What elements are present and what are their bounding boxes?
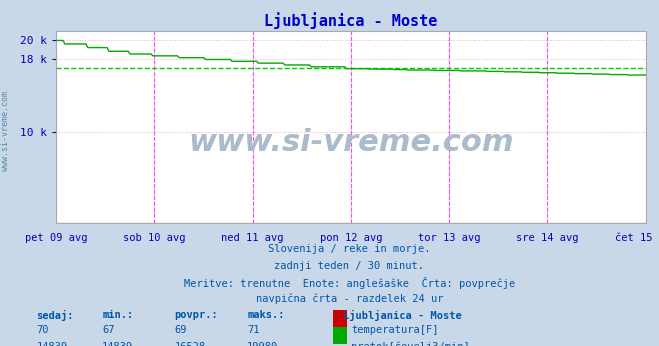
Text: 14839: 14839 (102, 342, 133, 346)
Text: www.si-vreme.com: www.si-vreme.com (1, 91, 10, 172)
Text: Ljubljanica - Moste: Ljubljanica - Moste (343, 310, 461, 321)
Text: 70: 70 (36, 325, 49, 335)
Text: navpična črta - razdelek 24 ur: navpična črta - razdelek 24 ur (256, 294, 443, 304)
Text: 71: 71 (247, 325, 260, 335)
Text: Meritve: trenutne  Enote: anglešaške  Črta: povprečje: Meritve: trenutne Enote: anglešaške Črta… (184, 277, 515, 289)
Text: Slovenija / reke in morje.: Slovenija / reke in morje. (268, 244, 430, 254)
Title: Ljubljanica - Moste: Ljubljanica - Moste (264, 12, 438, 29)
Text: maks.:: maks.: (247, 310, 285, 320)
Text: temperatura[F]: temperatura[F] (351, 325, 439, 335)
Text: min.:: min.: (102, 310, 133, 320)
Text: 67: 67 (102, 325, 115, 335)
Text: 19980: 19980 (247, 342, 278, 346)
Text: povpr.:: povpr.: (175, 310, 218, 320)
Text: 14839: 14839 (36, 342, 67, 346)
Text: sedaj:: sedaj: (36, 310, 74, 321)
Text: 16528: 16528 (175, 342, 206, 346)
Text: www.si-vreme.com: www.si-vreme.com (188, 128, 514, 157)
Text: zadnji teden / 30 minut.: zadnji teden / 30 minut. (274, 261, 424, 271)
Text: 69: 69 (175, 325, 187, 335)
Text: pretok[čevelj3/min]: pretok[čevelj3/min] (351, 342, 470, 346)
